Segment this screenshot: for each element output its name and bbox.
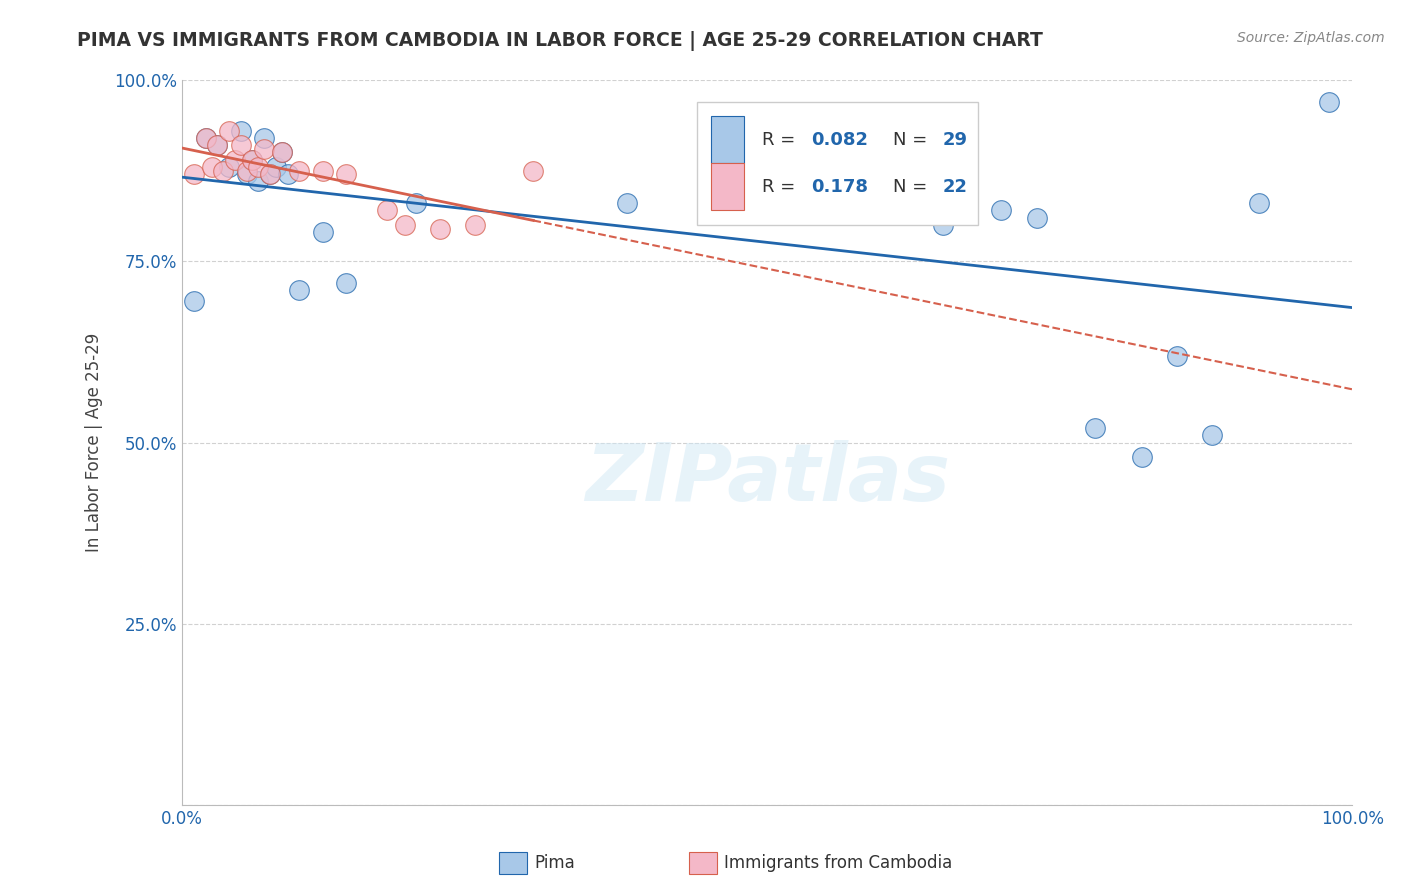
Point xyxy=(253,142,276,156)
Point xyxy=(1025,211,1047,225)
Point xyxy=(288,163,311,178)
Point xyxy=(247,160,270,174)
Text: ZIPatlas: ZIPatlas xyxy=(585,440,950,517)
Point xyxy=(335,167,357,181)
Text: R =: R = xyxy=(762,131,800,149)
FancyBboxPatch shape xyxy=(711,116,744,163)
Point xyxy=(253,131,276,145)
Point xyxy=(1247,196,1270,211)
Point xyxy=(259,167,281,181)
Point xyxy=(405,196,427,211)
Point xyxy=(1201,428,1223,442)
Point xyxy=(1130,450,1153,464)
Text: R =: R = xyxy=(762,178,800,196)
Text: N =: N = xyxy=(893,178,932,196)
Point xyxy=(207,138,229,153)
Point xyxy=(312,225,335,239)
FancyBboxPatch shape xyxy=(711,163,744,211)
Text: Immigrants from Cambodia: Immigrants from Cambodia xyxy=(724,855,952,872)
Point xyxy=(224,153,246,167)
Text: 0.178: 0.178 xyxy=(811,178,868,196)
Point xyxy=(897,203,920,218)
Point xyxy=(183,167,205,181)
Point xyxy=(229,124,252,138)
Point xyxy=(464,218,486,232)
Point xyxy=(247,174,270,188)
Point xyxy=(183,294,205,309)
Point xyxy=(235,163,257,178)
Text: PIMA VS IMMIGRANTS FROM CAMBODIA IN LABOR FORCE | AGE 25-29 CORRELATION CHART: PIMA VS IMMIGRANTS FROM CAMBODIA IN LABO… xyxy=(77,31,1043,51)
Point xyxy=(259,167,281,181)
Text: N =: N = xyxy=(893,131,932,149)
Point xyxy=(616,196,638,211)
Point xyxy=(394,218,416,232)
Text: Source: ZipAtlas.com: Source: ZipAtlas.com xyxy=(1237,31,1385,45)
Text: Pima: Pima xyxy=(534,855,575,872)
Point xyxy=(264,160,287,174)
Point xyxy=(207,138,229,153)
Point xyxy=(212,163,235,178)
FancyBboxPatch shape xyxy=(697,102,979,225)
Point xyxy=(242,153,264,167)
Point xyxy=(200,160,222,174)
Point xyxy=(312,163,335,178)
Point xyxy=(756,189,779,203)
Point xyxy=(1084,421,1107,435)
Point xyxy=(270,145,292,160)
Point xyxy=(375,203,398,218)
Point xyxy=(270,145,292,160)
Point xyxy=(522,163,544,178)
Point xyxy=(194,131,217,145)
Point xyxy=(429,221,451,235)
Point xyxy=(277,167,299,181)
Point xyxy=(194,131,217,145)
Point xyxy=(235,167,257,181)
Text: 29: 29 xyxy=(943,131,967,149)
Point xyxy=(218,124,240,138)
Point xyxy=(932,218,955,232)
Point xyxy=(242,153,264,167)
Point xyxy=(990,203,1012,218)
Y-axis label: In Labor Force | Age 25-29: In Labor Force | Age 25-29 xyxy=(86,333,103,552)
Point xyxy=(1166,349,1188,363)
Point xyxy=(218,160,240,174)
Point xyxy=(335,276,357,290)
Text: 0.082: 0.082 xyxy=(811,131,868,149)
Point xyxy=(1317,95,1340,109)
Text: 22: 22 xyxy=(943,178,967,196)
Point xyxy=(229,138,252,153)
Point xyxy=(288,283,311,297)
